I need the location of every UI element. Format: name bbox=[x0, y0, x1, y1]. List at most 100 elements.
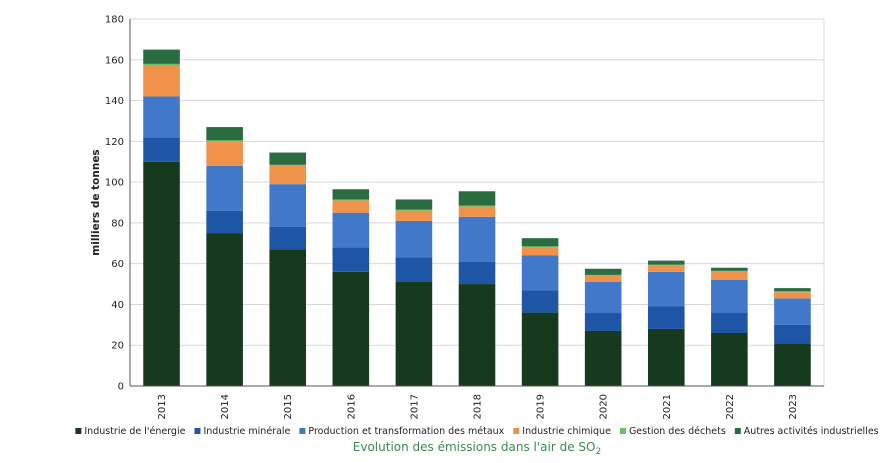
legend-label: Production et transformation des métaux bbox=[308, 426, 504, 437]
bar-segment-2017-s4 bbox=[395, 209, 433, 211]
bar-segment-2023-s4 bbox=[774, 291, 811, 293]
bar-segment-2018-s4 bbox=[458, 205, 496, 207]
bar-segment-2022-s5 bbox=[711, 267, 748, 271]
bar-segment-2019-s5 bbox=[521, 238, 559, 247]
bar-segment-2021-s0 bbox=[647, 328, 685, 386]
bar-segment-2017-s0 bbox=[395, 282, 433, 386]
bar-segment-2014-s1 bbox=[206, 210, 243, 234]
caption-subscript: 2 bbox=[595, 447, 601, 457]
bar-segment-2020-s5 bbox=[584, 268, 622, 275]
bar-segment-2022-s0 bbox=[711, 332, 748, 386]
bar-segment-2019-s0 bbox=[521, 312, 559, 386]
bar-segment-2014-s2 bbox=[206, 165, 243, 211]
bar-segment-2018-s2 bbox=[458, 216, 496, 262]
legend-item: Production et transformation des métaux bbox=[299, 426, 505, 437]
bar-segment-2013-s1 bbox=[143, 137, 180, 162]
bar-segment-2016-s2 bbox=[332, 212, 370, 248]
legend-label: Gestion des déchets bbox=[629, 426, 726, 437]
bar-segment-2020-s3 bbox=[584, 275, 622, 283]
bar-segment-2017-s1 bbox=[395, 257, 433, 283]
x-tick-label: 2015 bbox=[283, 394, 294, 419]
y-tick-label: 160 bbox=[105, 55, 124, 66]
legend-item: Industrie chimique bbox=[513, 426, 611, 437]
bar-segment-2014-s5 bbox=[206, 127, 243, 141]
bar-segment-2013-s2 bbox=[143, 96, 180, 138]
y-tick-label: 20 bbox=[111, 341, 124, 352]
x-tick-label: 2018 bbox=[473, 394, 484, 419]
bar-segment-2016-s0 bbox=[332, 271, 370, 386]
x-tick-label: 2022 bbox=[725, 394, 736, 419]
legend-label: Industrie de l'énergie bbox=[84, 426, 185, 437]
y-tick-label: 140 bbox=[105, 96, 124, 107]
chart-caption: Evolution des émissions dans l'air de SO… bbox=[353, 440, 601, 457]
caption-text: Evolution des émissions dans l'air de SO bbox=[353, 440, 596, 454]
bar-segment-2018-s3 bbox=[458, 206, 496, 217]
bar-segment-2016-s4 bbox=[332, 199, 370, 201]
bar-segment-2015-s3 bbox=[269, 165, 307, 185]
bar-segment-2017-s2 bbox=[395, 220, 433, 258]
bar-segment-2013-s0 bbox=[143, 161, 180, 386]
legend-swatch bbox=[299, 428, 306, 434]
x-tick-label: 2016 bbox=[346, 394, 357, 419]
y-tick-label: 60 bbox=[111, 259, 124, 270]
bar-segment-2022-s4 bbox=[711, 270, 748, 272]
y-tick-label: 0 bbox=[118, 382, 124, 393]
y-tick-label: 80 bbox=[111, 218, 124, 229]
bar-segment-2022-s3 bbox=[711, 271, 748, 280]
bar-segment-2022-s1 bbox=[711, 312, 748, 333]
bar-segment-2014-s0 bbox=[206, 233, 243, 386]
x-tick-label: 2013 bbox=[157, 394, 168, 419]
bar-segment-2020-s2 bbox=[584, 282, 622, 313]
legend-swatch bbox=[75, 428, 82, 434]
bar-segment-2018-s0 bbox=[458, 284, 496, 386]
bar-segment-2020-s4 bbox=[584, 274, 622, 276]
legend-swatch bbox=[734, 428, 741, 434]
bar-segment-2023-s1 bbox=[774, 324, 811, 344]
bar-segment-2023-s0 bbox=[774, 343, 811, 386]
y-axis-title: milliers de tonnes bbox=[90, 149, 102, 255]
y-tick-label: 180 bbox=[105, 15, 124, 26]
legend-label: Autres activités industrielles bbox=[744, 426, 879, 437]
bar-segment-2022-s2 bbox=[711, 279, 748, 313]
legend-item: Industrie de l'énergie bbox=[75, 426, 186, 437]
legend-swatch bbox=[194, 428, 201, 434]
bar-segment-2015-s0 bbox=[269, 249, 307, 386]
legend-item: Industrie minérale bbox=[194, 426, 291, 437]
bar-segment-2017-s5 bbox=[395, 199, 433, 210]
bar-segment-2013-s4 bbox=[143, 63, 180, 66]
bar-segment-2019-s2 bbox=[521, 255, 559, 291]
bars-layer bbox=[143, 49, 811, 386]
legend: Industrie de l'énergie Industrie minérale… bbox=[75, 426, 879, 437]
x-tick-label: 2014 bbox=[220, 394, 231, 419]
y-tick-label: 40 bbox=[111, 300, 124, 311]
bar-segment-2023-s3 bbox=[774, 292, 811, 299]
bar-segment-2013-s3 bbox=[143, 65, 180, 97]
bar-segment-2017-s3 bbox=[395, 210, 433, 221]
x-tick-label: 2021 bbox=[662, 394, 673, 419]
legend-label: Industrie chimique bbox=[522, 426, 611, 437]
bar-segment-2021-s1 bbox=[647, 306, 685, 329]
legend-item: Autres activités industrielles bbox=[734, 426, 879, 437]
bar-segment-2023-s5 bbox=[774, 288, 811, 292]
bar-segment-2020-s1 bbox=[584, 312, 622, 331]
legend-label: Industrie minérale bbox=[203, 426, 290, 437]
bar-segment-2016-s3 bbox=[332, 200, 370, 213]
bar-segment-2014-s3 bbox=[206, 141, 243, 166]
axes-layer: 0 20 40 60 80 100 120 140 160 180 2013 2014 2015 2016… bbox=[105, 15, 824, 419]
bar-segment-2019-s3 bbox=[521, 247, 559, 256]
bar-segment-2021-s5 bbox=[647, 260, 685, 265]
bar-segment-2016-s5 bbox=[332, 189, 370, 200]
x-tick-label: 2023 bbox=[788, 394, 799, 419]
bar-segment-2023-s2 bbox=[774, 298, 811, 325]
bar-segment-2018-s1 bbox=[458, 261, 496, 285]
legend-swatch bbox=[513, 428, 520, 434]
bar-segment-2016-s1 bbox=[332, 247, 370, 272]
bar-segment-2019-s1 bbox=[521, 290, 559, 313]
bar-segment-2021-s3 bbox=[647, 265, 685, 272]
x-tick-label: 2020 bbox=[599, 394, 610, 419]
x-tick-label: 2019 bbox=[536, 394, 547, 419]
bar-segment-2015-s1 bbox=[269, 226, 307, 250]
bar-segment-2015-s2 bbox=[269, 184, 307, 227]
x-tick-label: 2017 bbox=[409, 394, 420, 419]
